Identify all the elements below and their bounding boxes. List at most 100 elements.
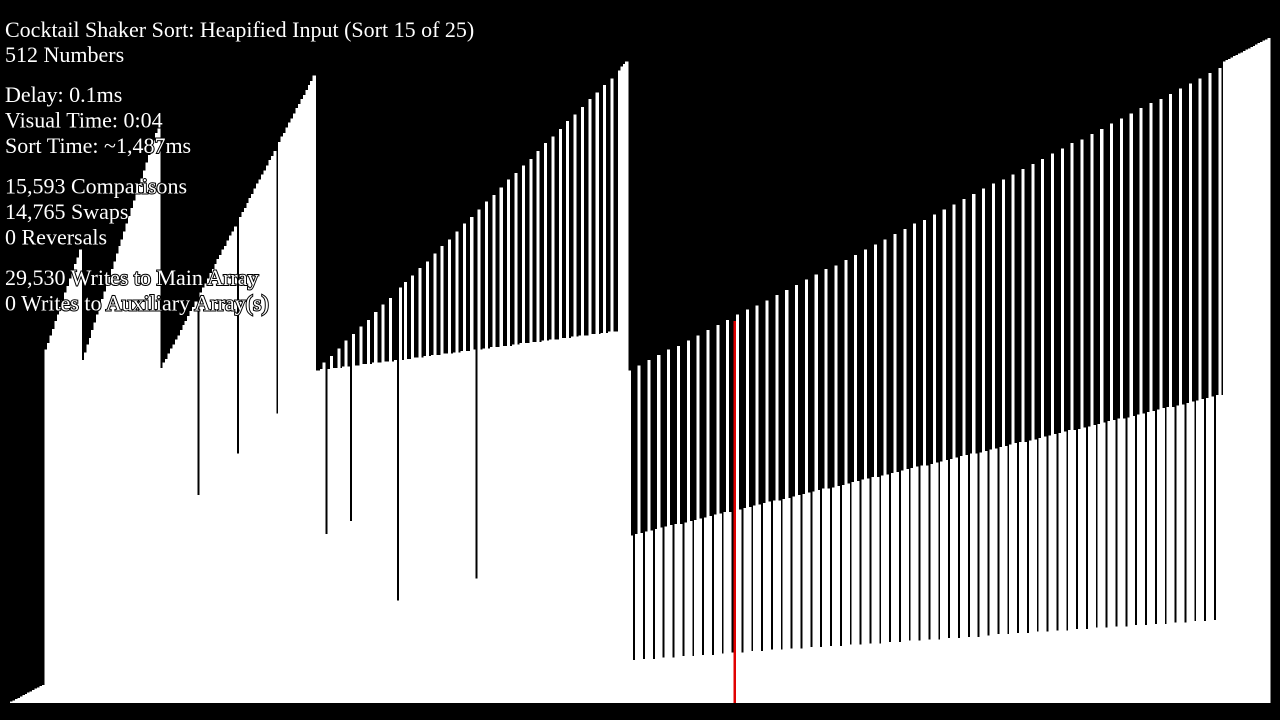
bar <box>1181 404 1185 703</box>
bar <box>123 231 127 703</box>
bar <box>671 657 676 703</box>
bar <box>854 254 858 703</box>
bar <box>379 362 383 703</box>
bar <box>728 512 732 703</box>
bar <box>396 600 400 703</box>
bar <box>849 644 853 703</box>
bar <box>1230 57 1234 703</box>
bar <box>836 486 840 703</box>
bar <box>147 154 151 703</box>
bar <box>108 276 112 703</box>
bar <box>1213 619 1217 703</box>
bar <box>354 365 358 703</box>
bar <box>263 170 267 703</box>
bar <box>991 183 995 703</box>
bar <box>1060 148 1064 703</box>
bar <box>406 358 410 703</box>
bar <box>649 530 653 703</box>
bar <box>167 353 171 703</box>
bar <box>487 348 491 703</box>
bar <box>155 132 159 703</box>
bar <box>1151 410 1155 703</box>
bar <box>482 348 486 703</box>
bar <box>868 643 872 703</box>
bar <box>44 349 48 703</box>
bar <box>443 353 447 703</box>
bar <box>1166 406 1170 703</box>
bar <box>974 453 978 703</box>
bar <box>39 686 43 703</box>
bar <box>1038 438 1042 703</box>
bar <box>278 141 282 703</box>
bar <box>563 338 567 703</box>
bar <box>945 460 949 703</box>
bar <box>455 231 459 703</box>
bar <box>1009 444 1013 703</box>
bar <box>642 658 646 703</box>
bar <box>531 341 535 703</box>
bar <box>777 500 781 703</box>
bar <box>445 353 449 703</box>
bar <box>964 454 968 703</box>
bar <box>1161 408 1165 703</box>
bar <box>261 174 265 703</box>
bar <box>802 493 806 703</box>
bar <box>1142 413 1146 703</box>
bar <box>295 108 299 703</box>
bar <box>115 253 119 703</box>
bar <box>22 695 26 703</box>
bar <box>999 447 1003 703</box>
bar <box>1198 78 1202 703</box>
bar <box>384 361 388 703</box>
bar <box>317 370 321 703</box>
bar <box>654 528 658 703</box>
bar <box>98 306 102 703</box>
bar <box>792 496 796 703</box>
bar <box>477 209 481 703</box>
bar <box>1050 153 1055 703</box>
bar <box>1075 628 1079 703</box>
bar <box>1220 395 1224 703</box>
bar <box>615 331 619 703</box>
bar <box>332 367 336 703</box>
bar <box>199 292 203 703</box>
bar <box>297 104 301 703</box>
bar <box>366 319 370 703</box>
bar <box>1233 56 1237 703</box>
bar <box>1073 430 1077 703</box>
bar <box>955 457 959 703</box>
bar <box>310 80 314 703</box>
bar <box>782 499 786 703</box>
bar <box>940 461 944 703</box>
bar <box>632 660 636 703</box>
bar <box>462 223 466 703</box>
bar <box>947 638 951 703</box>
bar <box>1169 93 1173 703</box>
bar <box>37 687 41 703</box>
bar <box>391 361 395 703</box>
bar <box>270 156 274 703</box>
bar <box>817 489 821 703</box>
bar <box>403 282 407 703</box>
bar <box>723 512 727 703</box>
bar <box>662 657 666 703</box>
bar <box>120 239 124 703</box>
bar <box>1174 622 1178 703</box>
bar <box>529 158 533 703</box>
bar <box>312 75 316 703</box>
bar <box>996 634 1000 703</box>
bar <box>1078 428 1082 703</box>
bar <box>179 330 183 703</box>
bar <box>1188 83 1192 703</box>
bar <box>1055 630 1059 703</box>
bar <box>1247 48 1251 703</box>
bar <box>679 523 683 703</box>
bar <box>731 652 735 703</box>
bar <box>233 226 238 703</box>
bar <box>1065 630 1069 703</box>
bar <box>17 697 21 703</box>
bar <box>600 332 604 703</box>
bar <box>243 208 247 703</box>
bar <box>420 357 425 703</box>
bar <box>994 448 998 703</box>
